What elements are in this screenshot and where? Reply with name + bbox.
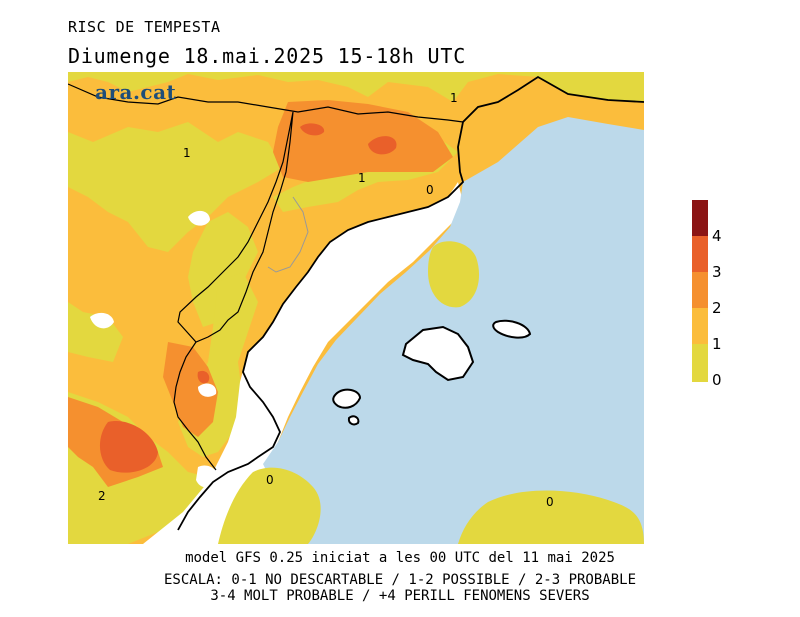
- land-no-risk-spot-3: [198, 383, 217, 397]
- sea-risk-low-2: [218, 467, 321, 544]
- border-france-spain: [68, 83, 464, 123]
- brand-logo: ara.cat: [95, 80, 177, 104]
- contour-label-center: 1: [358, 171, 366, 185]
- risk-legend: 4 3 2 1 0: [692, 200, 732, 389]
- island-formentera: [347, 415, 360, 426]
- risk-region-molt-probable-3: [99, 421, 158, 473]
- risk-region-low-north: [68, 72, 644, 102]
- contour-label-coast: 0: [426, 183, 434, 197]
- border-comarques: [267, 196, 309, 273]
- scale-description-2: 3-4 MOLT PROBABLE / +4 PERILL FENOMENS S…: [210, 588, 590, 604]
- risk-region-probable-south: [163, 342, 218, 437]
- legend-tick-0: 0: [712, 371, 722, 389]
- land-no-risk-spot-2: [90, 312, 114, 329]
- chart-title: RISC DE TEMPESTA: [68, 18, 221, 36]
- legend-swatch-level-1: [692, 308, 708, 344]
- contour-label-south: 0: [266, 473, 274, 487]
- contour-label-north: 1: [450, 91, 458, 105]
- legend-tick-2: 2: [712, 299, 722, 317]
- island-menorca: [492, 319, 532, 339]
- contour-label-northwest: 1: [183, 146, 191, 160]
- legend-swatch-level-4: [692, 200, 708, 236]
- island-mallorca: [401, 325, 475, 382]
- coastline: [177, 75, 644, 531]
- risk-region-molt-probable-1: [368, 136, 397, 155]
- risk-region-low-northwest: [68, 122, 283, 252]
- land-no-risk-spot: [188, 210, 210, 226]
- sea-risk-low-1: [428, 241, 480, 308]
- risk-region-molt-probable-2: [300, 123, 325, 136]
- scale-description-1: ESCALA: 0-1 NO DESCARTABLE / 1-2 POSSIBL…: [163, 572, 636, 588]
- contour-label-southwest: 2: [98, 489, 106, 503]
- risk-region-molt-probable-4: [197, 370, 210, 384]
- risk-region-probable-north: [273, 100, 453, 182]
- sea-area: [263, 117, 644, 544]
- legend-tick-3: 3: [712, 263, 722, 281]
- legend-tick-1: 1: [712, 335, 722, 353]
- risk-region-low-west: [68, 302, 123, 362]
- model-info: model GFS 0.25 iniciat a les 00 UTC del …: [185, 550, 615, 566]
- sea-risk-low-3: [458, 490, 644, 544]
- storm-risk-map: 1 1 1 0 0 0 2: [68, 72, 644, 544]
- chart-subtitle: Diumenge 18.mai.2025 15-18h UTC: [68, 44, 467, 68]
- legend-swatch-level-0: [692, 344, 708, 382]
- border-valencia: [173, 341, 217, 471]
- legend-swatch-level-2: [692, 272, 708, 308]
- border-aragon-catalonia: [177, 111, 294, 343]
- risk-region-low-center: [188, 212, 258, 327]
- legend-swatch-level-3: [692, 236, 708, 272]
- land-no-risk-coast: [143, 182, 463, 544]
- legend-tick-4: 4: [712, 227, 722, 245]
- contour-label-sea: 0: [546, 495, 554, 509]
- island-ibiza: [332, 388, 362, 409]
